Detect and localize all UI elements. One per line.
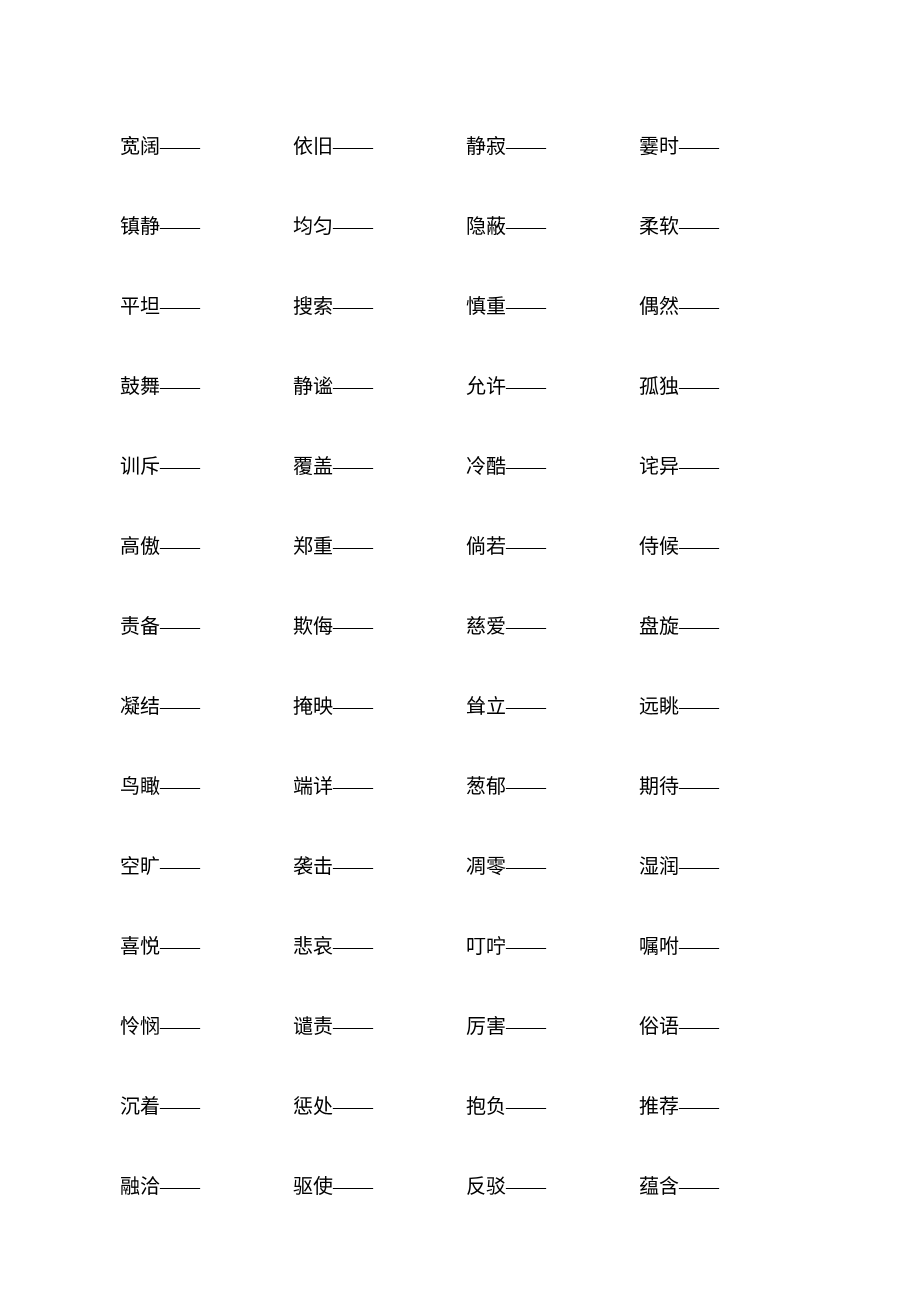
word-item: 悲哀—— xyxy=(293,930,466,959)
word-item: 宽阔—— xyxy=(120,130,293,159)
word-item: 侍候—— xyxy=(639,530,812,559)
word-item: 偶然—— xyxy=(639,290,812,319)
word-item: 掩映—— xyxy=(293,690,466,719)
word-item: 孤独—— xyxy=(639,370,812,399)
word-item: 凝结—— xyxy=(120,690,293,719)
word-item: 慈爱—— xyxy=(466,610,639,639)
word-item: 蕴含—— xyxy=(639,1170,812,1199)
word-item: 空旷—— xyxy=(120,850,293,879)
word-item: 俗语—— xyxy=(639,1010,812,1039)
word-item: 平坦—— xyxy=(120,290,293,319)
word-item: 融洽—— xyxy=(120,1170,293,1199)
word-item: 远眺—— xyxy=(639,690,812,719)
word-item: 嘱咐—— xyxy=(639,930,812,959)
word-item: 柔软—— xyxy=(639,210,812,239)
word-item: 诧异—— xyxy=(639,450,812,479)
word-item: 冷酷—— xyxy=(466,450,639,479)
word-item: 端详—— xyxy=(293,770,466,799)
word-item: 责备—— xyxy=(120,610,293,639)
word-item: 慎重—— xyxy=(466,290,639,319)
word-item: 覆盖—— xyxy=(293,450,466,479)
word-item: 耸立—— xyxy=(466,690,639,719)
word-item: 反驳—— xyxy=(466,1170,639,1199)
word-item: 期待—— xyxy=(639,770,812,799)
word-item: 驱使—— xyxy=(293,1170,466,1199)
word-item: 湿润—— xyxy=(639,850,812,879)
word-item: 高傲—— xyxy=(120,530,293,559)
word-item: 袭击—— xyxy=(293,850,466,879)
word-item: 郑重—— xyxy=(293,530,466,559)
word-item: 盘旋—— xyxy=(639,610,812,639)
word-item: 鸟瞰—— xyxy=(120,770,293,799)
word-item: 鼓舞—— xyxy=(120,370,293,399)
word-item: 沉着—— xyxy=(120,1090,293,1119)
word-item: 谴责—— xyxy=(293,1010,466,1039)
word-item: 厉害—— xyxy=(466,1010,639,1039)
word-item: 倘若—— xyxy=(466,530,639,559)
word-item: 依旧—— xyxy=(293,130,466,159)
word-grid: 宽阔—— 依旧—— 静寂—— 霎时—— 镇静—— 均匀—— 隐蔽—— 柔软—— … xyxy=(120,130,920,1199)
word-item: 霎时—— xyxy=(639,130,812,159)
word-item: 喜悦—— xyxy=(120,930,293,959)
word-item: 训斥—— xyxy=(120,450,293,479)
word-item: 搜索—— xyxy=(293,290,466,319)
word-item: 惩处—— xyxy=(293,1090,466,1119)
word-item: 静寂—— xyxy=(466,130,639,159)
word-item: 怜悯—— xyxy=(120,1010,293,1039)
word-item: 静谧—— xyxy=(293,370,466,399)
word-item: 均匀—— xyxy=(293,210,466,239)
word-item: 凋零—— xyxy=(466,850,639,879)
word-item: 推荐—— xyxy=(639,1090,812,1119)
word-item: 抱负—— xyxy=(466,1090,639,1119)
word-item: 允许—— xyxy=(466,370,639,399)
word-item: 镇静—— xyxy=(120,210,293,239)
word-item: 叮咛—— xyxy=(466,930,639,959)
word-item: 隐蔽—— xyxy=(466,210,639,239)
word-item: 葱郁—— xyxy=(466,770,639,799)
word-item: 欺侮—— xyxy=(293,610,466,639)
